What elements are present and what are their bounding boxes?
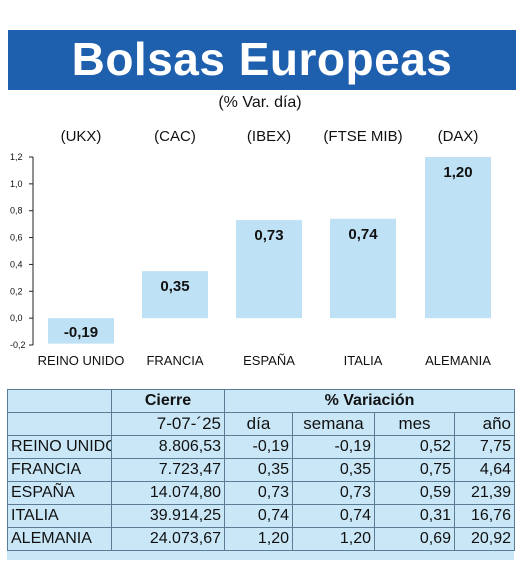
y-tick-label: 0,4 [10,259,23,269]
category-label: ITALIA [344,353,383,368]
table-row: ESPAÑA 14.074,80 0,73 0,73 0,59 21,39 [7,481,516,505]
index-name-label: (CAC) [154,128,196,145]
y-tick-label: 1,0 [10,179,23,189]
row-close: 8.806,53 [111,435,225,459]
market-table-container: Cierre % Variación 7-07-´25 día semana m… [7,389,516,560]
bar-chart: 1,2 1,0 0,8 0,6 0,4 0,2 0,0 -0,2 (UKX) -0,19 REINO… [10,128,491,368]
row-mes: 0,31 [374,504,455,528]
empty-header-cell [7,389,112,413]
row-close: 14.074,80 [111,481,225,505]
bar-value-label: 0,35 [160,278,189,295]
column-header-ano: año [453,412,516,436]
row-country: REINO UNIDO [7,435,112,459]
category-label: ALEMANIA [425,353,491,368]
row-semana: 0,73 [292,481,375,505]
y-tick-label: 1,2 [10,152,23,162]
bar-value-label: 0,73 [254,227,283,244]
row-close: 39.914,25 [111,504,225,528]
category-label: FRANCIA [146,353,203,368]
index-name-label: (FTSE MIB) [323,128,402,145]
row-semana: -0,19 [292,435,375,459]
bar-value-label: -0,19 [64,324,98,341]
table-group-header-row: Cierre % Variación [7,389,516,413]
row-dia: -0,19 [224,435,293,459]
market-table: Cierre % Variación 7-07-´25 día semana m… [7,389,516,551]
title-banner: Bolsas Europeas [8,30,516,90]
index-name-label: (UKX) [61,128,102,145]
chart-subtitle: (% Var. día) [218,94,302,111]
y-tick-label: -0,2 [10,340,26,350]
row-mes: 0,75 [374,458,455,482]
row-dia: 0,74 [224,504,293,528]
index-name-label: (DAX) [438,128,479,145]
row-country: ALEMANIA [7,527,112,551]
row-ano: 21,39 [453,481,516,505]
bar-value-label: 1,20 [443,164,472,181]
y-tick-label: 0,0 [10,313,23,323]
y-tick-label: 0,2 [10,286,23,296]
bar [425,157,491,319]
row-semana: 0,74 [292,504,375,528]
row-ano: 20,92 [453,527,516,551]
close-group-header: Cierre [111,389,225,413]
row-country: ESPAÑA [7,481,112,505]
row-country: FRANCIA [7,458,112,482]
bar-value-label: 0,74 [348,226,378,243]
row-country: ITALIA [7,504,112,528]
row-dia: 1,20 [224,527,293,551]
column-header-semana: semana [292,412,375,436]
bar [330,218,396,319]
table-row: REINO UNIDO 8.806,53 -0,19 -0,19 0,52 7,… [7,435,516,459]
bar [48,318,114,344]
bar [142,271,208,319]
row-ano: 4,64 [453,458,516,482]
row-ano: 7,75 [453,435,516,459]
empty-subheader-cell [7,412,112,436]
index-name-label: (IBEX) [247,128,291,145]
table-row: FRANCIA 7.723,47 0,35 0,35 0,75 4,64 [7,458,516,482]
bar [236,220,302,319]
row-dia: 0,35 [224,458,293,482]
y-tick-label: 0,6 [10,233,23,243]
row-dia: 0,73 [224,481,293,505]
close-date-header: 7-07-´25 [111,412,225,436]
row-close: 24.073,67 [111,527,225,551]
table-row: ALEMANIA 24.073,67 1,20 1,20 0,69 20,92 [7,527,516,551]
row-mes: 0,69 [374,527,455,551]
table-subheader-row: 7-07-´25 día semana mes año [7,412,516,436]
row-semana: 0,35 [292,458,375,482]
row-semana: 1,20 [292,527,375,551]
y-tick-label: 0,8 [10,206,23,216]
row-close: 7.723,47 [111,458,225,482]
table-row: ITALIA 39.914,25 0,74 0,74 0,31 16,76 [7,504,516,528]
page-title: Bolsas Europeas [71,33,453,85]
variation-group-header: % Variación [223,389,516,413]
column-header-dia: día [224,412,293,436]
row-mes: 0,59 [374,481,455,505]
column-header-mes: mes [374,412,455,436]
category-label: REINO UNIDO [38,353,125,368]
row-ano: 16,76 [453,504,516,528]
category-label: ESPAÑA [243,353,295,368]
row-mes: 0,52 [374,435,455,459]
